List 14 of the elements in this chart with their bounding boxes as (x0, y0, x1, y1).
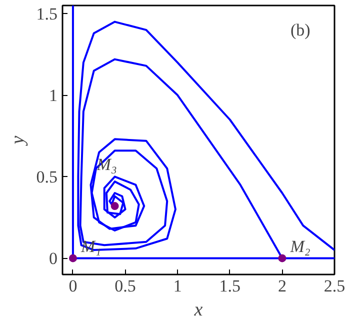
y-tick-label: 1.5 (36, 4, 58, 24)
y-tick-label: 0.5 (36, 168, 58, 187)
x-tick-label: 0 (68, 276, 78, 296)
annotation: M₂ (289, 237, 310, 256)
y-axis-title: y (7, 135, 28, 146)
y-tick-label: 1 (49, 86, 58, 106)
x-tick-label: 1 (173, 276, 182, 296)
x-tick-label: 2 (278, 276, 286, 296)
x-tick-label: 1.5 (219, 276, 241, 296)
x-axis-title: x (193, 300, 204, 320)
y-tick-label: 0 (49, 249, 58, 268)
annotation: (b) (290, 20, 310, 40)
x-tick-label: 2.5 (324, 276, 346, 296)
x-tick-label: 0.5 (114, 276, 136, 296)
